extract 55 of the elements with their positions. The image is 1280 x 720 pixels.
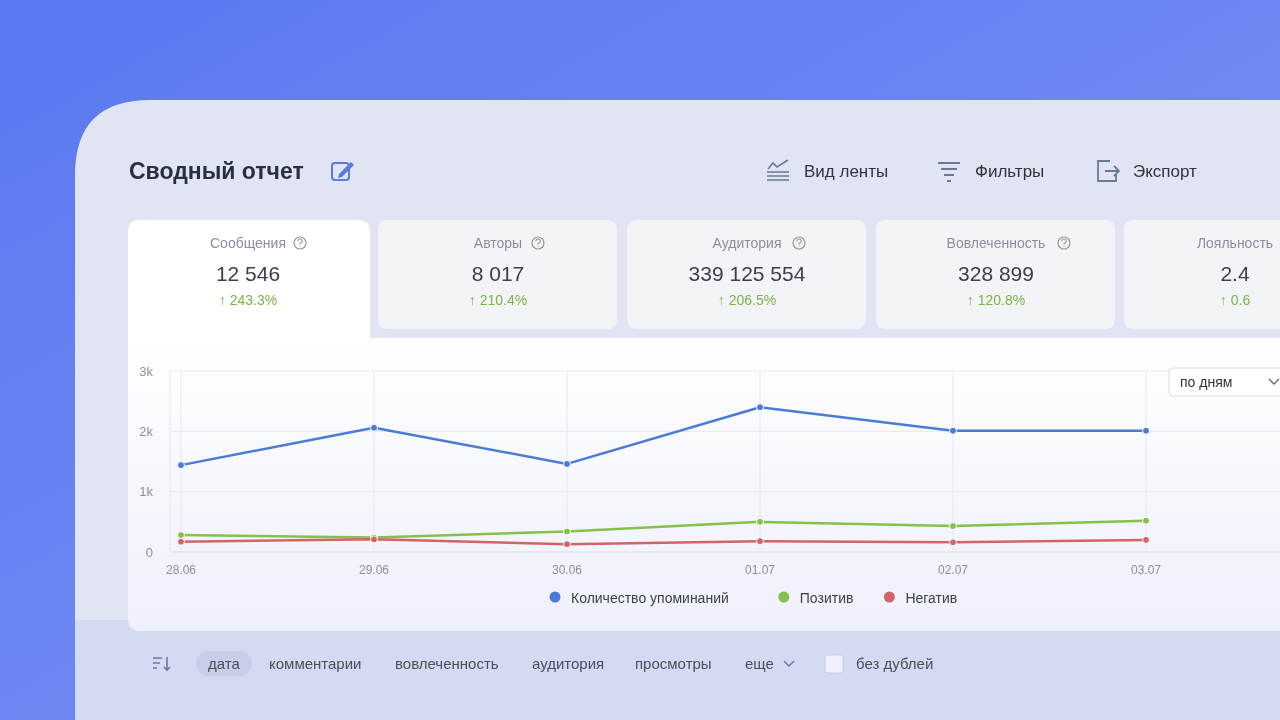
text: 8 017: [471, 262, 525, 285]
point: [563, 527, 571, 536]
x-tick-label: 29.06: [358, 563, 390, 577]
text: ↑ 243.3%: [218, 292, 278, 308]
text: Авторы: [473, 235, 523, 251]
text: Сообщения: [210, 235, 286, 251]
text: ↑ 0.6: [1219, 292, 1251, 308]
point: [949, 426, 957, 435]
annotation: по дням: [1180, 374, 1233, 390]
text: Лояльность: [1196, 235, 1274, 251]
text: ↑ 120.8%: [966, 292, 1026, 308]
text: просмотры: [635, 655, 712, 672]
point: [756, 517, 764, 526]
text: 339 125 554: [688, 262, 806, 285]
legend-label: Количество упоминаний: [571, 589, 729, 606]
point: [177, 537, 185, 546]
x-tick-label: 30.06: [551, 563, 583, 577]
text: 12 546: [215, 262, 281, 285]
text: аудитория: [532, 655, 605, 672]
chart-title: Сводный отчет: [129, 158, 304, 184]
text: еще: [745, 655, 774, 672]
point: [949, 538, 957, 547]
y-tick-label: 1k: [139, 484, 154, 500]
text: 328 899: [958, 262, 1034, 285]
text: Вовлеченность: [946, 235, 1046, 251]
text: 2.4: [1220, 262, 1250, 285]
text: Аудитория: [712, 235, 782, 251]
point: [1142, 516, 1150, 525]
text: комментарии: [269, 655, 362, 672]
text: ↑ 206.5%: [717, 292, 777, 308]
point: [563, 540, 571, 549]
text: Фильтры: [975, 162, 1045, 181]
point: [563, 459, 571, 468]
legend-label: Негатив: [905, 589, 958, 606]
x-tick-label: 03.07: [1130, 563, 1162, 577]
point: [177, 461, 185, 470]
y-tick-label: 2k: [139, 423, 154, 439]
x-tick-label: 28.06: [165, 563, 197, 577]
y-tick-label: 3k: [139, 363, 154, 379]
y-tick-label: 0: [145, 544, 153, 560]
point: [949, 522, 957, 531]
point: [370, 423, 378, 432]
text: Вид ленты: [804, 162, 889, 181]
point: [756, 403, 764, 412]
text: Экспорт: [1133, 162, 1198, 181]
x-tick-label: 02.07: [937, 563, 969, 577]
point: [1142, 535, 1150, 544]
text: дата: [208, 655, 241, 672]
text: без дублей: [856, 655, 934, 672]
text: вовлеченность: [395, 655, 499, 672]
text: ↑ 210.4%: [468, 292, 528, 308]
x-tick-label: 01.07: [744, 563, 776, 577]
point: [1142, 426, 1150, 435]
point: [756, 537, 764, 546]
legend-label: Позитив: [799, 589, 854, 606]
